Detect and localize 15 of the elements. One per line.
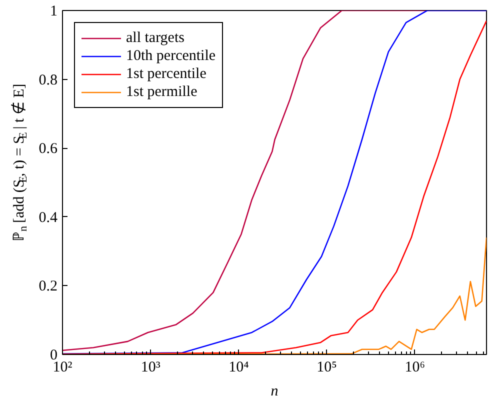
x-tick-label: 10² <box>52 360 73 376</box>
x-axis-title: n <box>270 384 278 400</box>
x-tick-label: 10⁴ <box>228 360 249 376</box>
legend-label: 1st percentile <box>126 65 206 83</box>
y-tick-label: 1 <box>50 4 58 20</box>
y-tick-label: 0.4 <box>38 210 58 226</box>
legend-label: all targets <box>126 29 184 47</box>
y-tick-label: 0.8 <box>38 72 58 88</box>
y-tick-label: 0.6 <box>38 141 58 158</box>
x-tick-label: 10⁶ <box>404 360 426 376</box>
x-tick-label: 10³ <box>140 360 161 376</box>
y-tick-label: 0.2 <box>38 278 58 295</box>
legend-label: 10th percentile <box>126 47 216 65</box>
x-tick-label: 10⁵ <box>316 360 337 376</box>
legend-label: 1st permille <box>126 83 198 101</box>
